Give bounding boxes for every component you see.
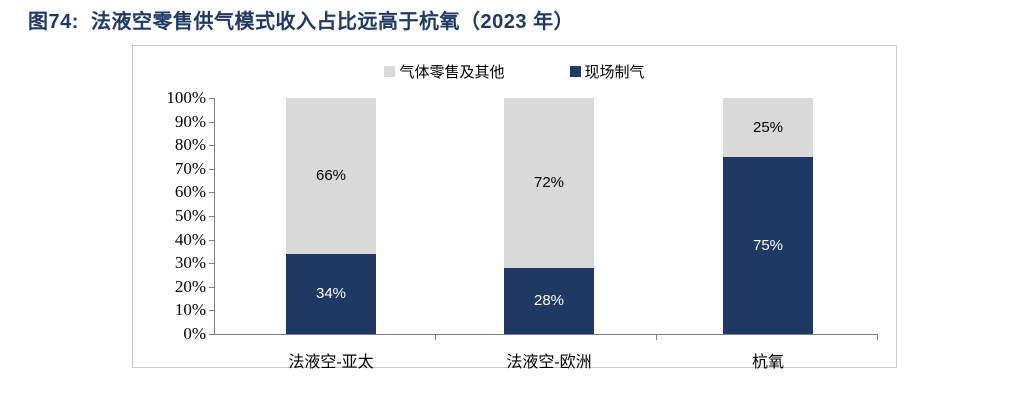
chart-panel: 气体零售及其他 现场制气 0% 10% 20% 30% 40% 50% 60% 70% 80% 9… — [132, 45, 897, 371]
bar-1-label-gas-retail: 72% — [533, 173, 565, 191]
bar-0-segment-gas-retail — [286, 98, 376, 254]
x-axis-category-label: 法液空-欧洲 — [506, 354, 592, 371]
y-axis-tick — [209, 216, 214, 217]
bar-2-segment-onsite-gas — [723, 157, 813, 334]
bar-1-label-onsite-gas: 28% — [533, 291, 565, 309]
y-axis-tick — [209, 192, 214, 194]
x-axis-category-label: 杭氧 — [751, 354, 784, 371]
x-axis-tick — [877, 335, 878, 340]
legend-label-gas-retail: 气体零售及其他 — [399, 64, 505, 81]
y-axis-tick — [209, 310, 214, 312]
x-axis-tick — [656, 335, 657, 340]
bar-2-segment-gas-retail — [723, 98, 813, 157]
bar-0-segment-onsite-gas — [286, 253, 376, 334]
y-axis-tick-label: 90% — [174, 111, 206, 131]
bar-1-segment-onsite-gas — [504, 267, 594, 334]
bar-2-label-gas-retail: 25% — [752, 118, 784, 136]
y-axis-tick-label: 50% — [174, 206, 206, 225]
y-axis-tick — [209, 145, 214, 147]
legend-swatch-onsite-gas — [569, 66, 581, 77]
y-axis-tick-label: 100% — [166, 88, 206, 107]
y-axis-tick-label: 80% — [174, 135, 206, 155]
y-axis-tick — [209, 121, 214, 123]
bar-1-segment-gas-retail — [504, 98, 594, 268]
legend-item-onsite-gas: 现场制气 — [569, 61, 645, 82]
y-axis-tick-label: 20% — [174, 276, 206, 296]
y-axis-tick-label: 30% — [174, 253, 206, 273]
legend-item-gas-retail: 气体零售及其他 — [384, 61, 505, 82]
y-axis-tick — [209, 263, 214, 265]
y-axis-tick-label: 10% — [174, 300, 206, 320]
y-axis-tick-label: 60% — [174, 182, 206, 202]
x-axis-line — [214, 334, 878, 335]
y-axis-tick — [209, 98, 214, 99]
figure-title: 图74: 法液空零售供气模式收入占比远高于杭氧（2023 年） — [28, 11, 575, 33]
legend: 气体零售及其他 现场制气 — [133, 61, 896, 82]
y-axis-tick-label: 0% — [183, 324, 206, 343]
x-axis-category-label: 法液空-亚太 — [288, 354, 374, 371]
y-axis-tick — [209, 168, 214, 170]
x-axis-tick — [435, 335, 436, 340]
bar-0-label-onsite-gas: 34% — [315, 284, 347, 302]
y-axis-tick — [209, 334, 214, 335]
bar-0-label-gas-retail: 66% — [315, 166, 347, 184]
y-axis-tick-label: 40% — [174, 229, 206, 249]
y-axis-tick — [209, 239, 214, 241]
legend-label-onsite-gas: 现场制气 — [584, 64, 645, 81]
y-axis-tick-label: 70% — [174, 158, 206, 178]
y-axis-line — [214, 98, 215, 334]
y-axis-tick — [209, 286, 214, 288]
legend-swatch-gas-retail — [384, 66, 396, 77]
bar-2-label-onsite-gas: 75% — [752, 236, 784, 254]
